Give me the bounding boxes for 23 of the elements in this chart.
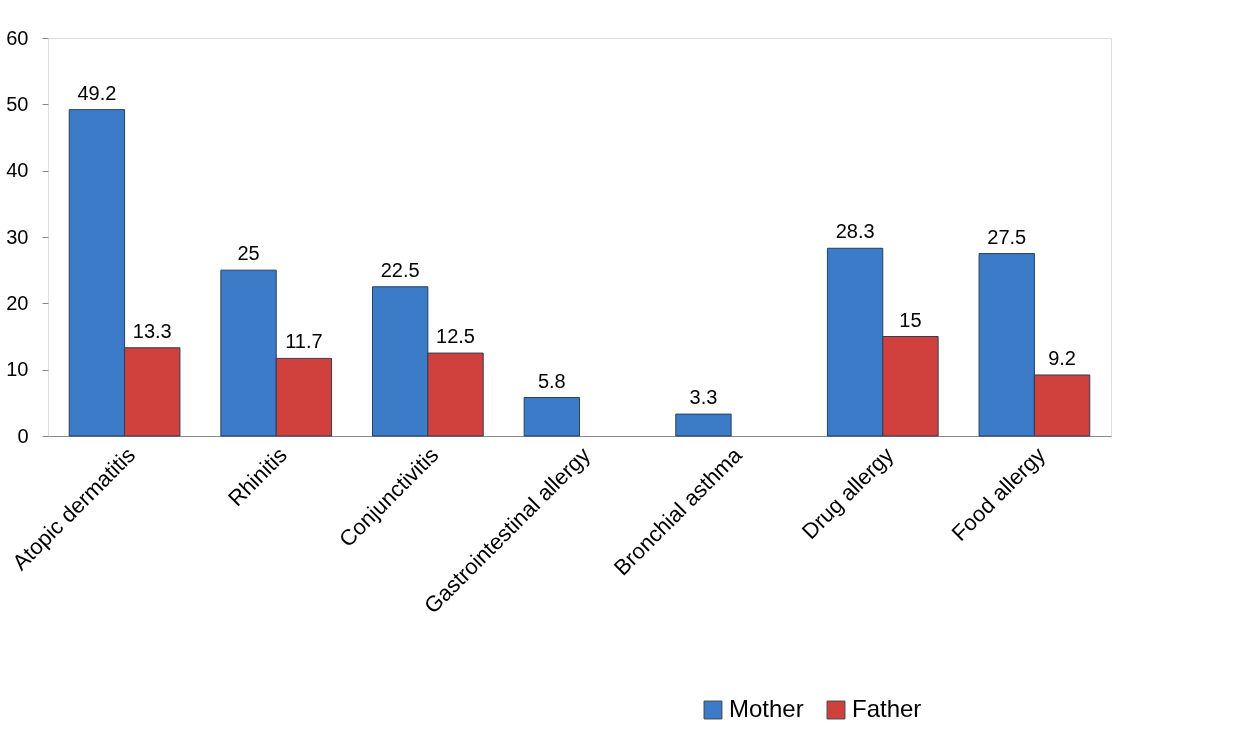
- data-label: 27.5: [987, 225, 1027, 248]
- legend-label: Father: [852, 695, 922, 722]
- data-label: 49.2: [77, 81, 117, 104]
- y-tick-label: 50: [6, 92, 29, 115]
- data-label: 28.3: [835, 220, 875, 243]
- bar: [675, 413, 732, 437]
- data-label: 15: [899, 308, 922, 331]
- legend-label: Mother: [729, 695, 804, 722]
- data-label: 25: [237, 242, 260, 265]
- y-tick-label: 60: [6, 26, 29, 49]
- data-label: 12.5: [436, 325, 475, 348]
- y-tick-label: 10: [6, 358, 29, 381]
- data-label: 13.3: [132, 319, 172, 342]
- bar: [523, 397, 580, 437]
- data-label: 9.2: [1048, 346, 1076, 369]
- data-label: 11.7: [285, 330, 323, 353]
- data-label: 22.5: [380, 258, 420, 281]
- data-label: 3.3: [689, 386, 718, 409]
- y-tick-label: 40: [6, 159, 29, 182]
- y-tick-label: 0: [17, 424, 29, 447]
- y-tick-label: 20: [6, 291, 29, 314]
- y-tick-label: 30: [6, 225, 29, 248]
- data-label: 5.8: [537, 369, 566, 392]
